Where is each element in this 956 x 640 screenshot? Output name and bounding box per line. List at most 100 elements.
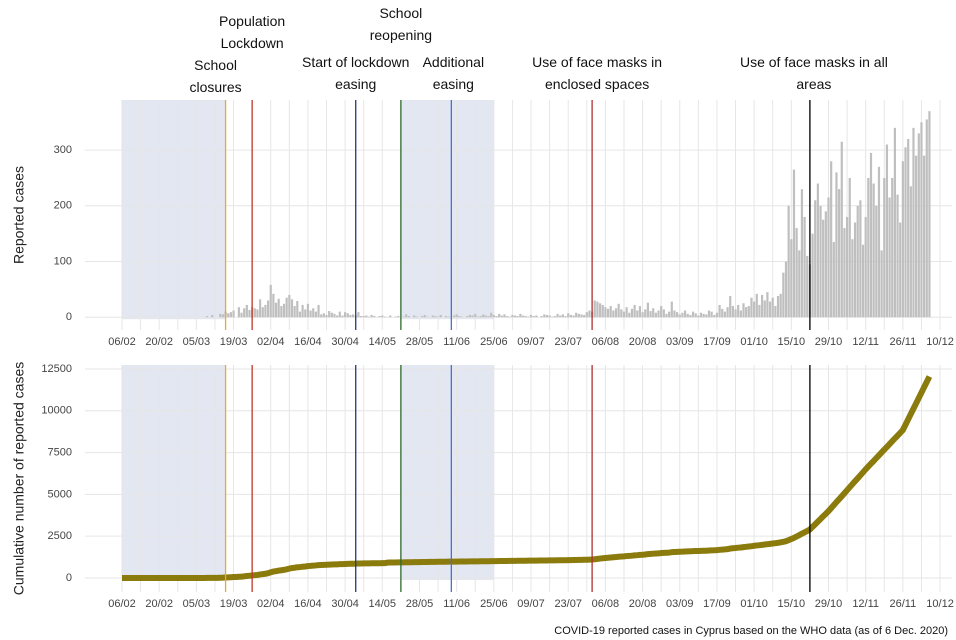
event-label: Start of lockdown easing bbox=[302, 54, 410, 92]
bar bbox=[798, 250, 801, 318]
x-tick-label: 28/05 bbox=[406, 598, 434, 610]
bar bbox=[747, 306, 750, 318]
bar bbox=[490, 312, 493, 318]
bar bbox=[787, 205, 790, 318]
bar bbox=[543, 314, 546, 318]
bar bbox=[503, 314, 506, 318]
bar bbox=[577, 313, 580, 318]
bar bbox=[365, 315, 368, 318]
bar bbox=[779, 293, 782, 318]
bar bbox=[240, 312, 243, 318]
bar bbox=[341, 315, 344, 318]
bar bbox=[604, 307, 607, 318]
x-tick-label: 03/09 bbox=[666, 336, 694, 348]
bar bbox=[795, 228, 798, 318]
bar bbox=[819, 205, 822, 318]
bar bbox=[782, 272, 785, 318]
bar bbox=[920, 122, 923, 318]
x-tick-label: 02/04 bbox=[257, 336, 285, 348]
bar bbox=[697, 315, 700, 318]
bar bbox=[245, 304, 248, 318]
x-tick-label: 17/09 bbox=[703, 598, 731, 610]
x-tick-label: 20/08 bbox=[629, 598, 657, 610]
bar bbox=[259, 299, 262, 318]
event-label: School reopening bbox=[369, 5, 433, 43]
event-label: Additional easing bbox=[422, 54, 485, 92]
bar bbox=[519, 313, 522, 318]
bar bbox=[745, 307, 748, 318]
event-label: Use of face masks in all areas bbox=[739, 54, 888, 92]
x-tick-label: 14/05 bbox=[369, 336, 397, 348]
bar bbox=[219, 313, 222, 318]
bar bbox=[702, 313, 705, 318]
bar bbox=[280, 306, 283, 318]
bar bbox=[495, 316, 498, 318]
x-tick-label: 10/12 bbox=[926, 336, 954, 348]
x-tick-label: 12/11 bbox=[852, 598, 879, 610]
bar bbox=[660, 306, 663, 318]
event-label: School closures bbox=[189, 57, 242, 95]
x-tick-label: 17/09 bbox=[703, 336, 731, 348]
x-tick-label: 03/09 bbox=[666, 598, 694, 610]
bar bbox=[723, 311, 727, 318]
bar bbox=[269, 284, 272, 318]
bar bbox=[256, 309, 259, 318]
bar bbox=[869, 152, 873, 318]
bar bbox=[742, 303, 745, 318]
x-tick-label: 10/12 bbox=[926, 598, 954, 610]
bar bbox=[763, 300, 766, 318]
bar bbox=[561, 314, 564, 318]
bar bbox=[511, 314, 514, 318]
bar bbox=[506, 316, 509, 318]
bar bbox=[686, 313, 689, 318]
bar bbox=[843, 228, 846, 318]
bar bbox=[484, 315, 487, 318]
bar bbox=[466, 316, 469, 318]
bar bbox=[402, 316, 405, 318]
x-tick-label: 20/08 bbox=[629, 336, 657, 348]
bar bbox=[397, 316, 400, 318]
y-tick-label: 12500 bbox=[41, 363, 72, 375]
bar bbox=[296, 301, 299, 318]
x-tick-label: 12/11 bbox=[852, 336, 879, 348]
bar bbox=[460, 316, 464, 318]
bar bbox=[625, 307, 628, 318]
bar bbox=[381, 315, 384, 318]
y-tick-label: 0 bbox=[66, 311, 72, 323]
bar bbox=[545, 314, 549, 318]
bar bbox=[413, 315, 416, 318]
bar bbox=[285, 297, 288, 318]
bar bbox=[891, 177, 894, 318]
bar bbox=[596, 301, 599, 318]
bar bbox=[673, 310, 676, 318]
bar bbox=[346, 313, 349, 318]
bar bbox=[830, 161, 833, 318]
bar bbox=[721, 308, 724, 318]
x-tick-label: 28/05 bbox=[406, 336, 434, 348]
bar bbox=[630, 308, 634, 318]
bar bbox=[559, 315, 562, 318]
y-tick-label: 7500 bbox=[48, 446, 72, 458]
bar bbox=[851, 239, 854, 318]
bar bbox=[657, 310, 660, 318]
x-tick-label: 25/06 bbox=[480, 598, 508, 610]
bar bbox=[585, 312, 588, 318]
bar bbox=[431, 315, 434, 318]
bar bbox=[883, 177, 886, 318]
bar bbox=[715, 312, 719, 318]
y-tick-label: 2500 bbox=[48, 530, 72, 542]
event-label: Population Lockdown bbox=[219, 13, 286, 51]
bar bbox=[540, 316, 543, 318]
bar bbox=[731, 306, 734, 318]
shaded-period bbox=[400, 100, 494, 320]
bar bbox=[298, 311, 302, 318]
y-tick-label: 200 bbox=[54, 200, 72, 212]
bar bbox=[248, 309, 251, 318]
bar bbox=[726, 307, 729, 318]
bar bbox=[359, 316, 363, 318]
bar bbox=[856, 205, 859, 318]
bar bbox=[923, 155, 926, 318]
bar bbox=[598, 303, 602, 318]
x-tick-label: 06/02 bbox=[108, 336, 136, 348]
